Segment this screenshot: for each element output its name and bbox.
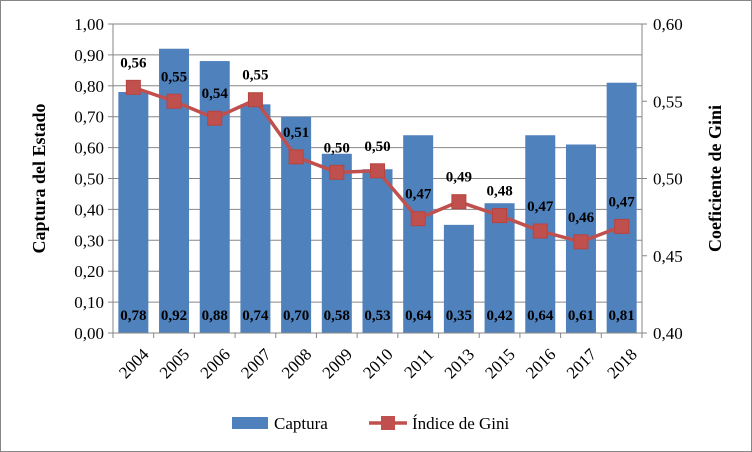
bar (321, 153, 352, 333)
gini-marker (410, 211, 426, 227)
legend: Captura Índice de Gini (232, 414, 510, 433)
legend-label-gini: Índice de Gini (412, 414, 510, 433)
x-tick-label: 2004 (115, 344, 153, 382)
y2-axis-title: Coeficiente de Gini (705, 105, 725, 252)
y-tick-label: 0,10 (74, 293, 104, 312)
gini-marker (451, 194, 467, 210)
legend-label-captura: Captura (274, 414, 328, 433)
y2-tick-label: 0,55 (653, 92, 683, 111)
gini-marker (125, 79, 141, 95)
y2-tick-label: 0,60 (653, 15, 683, 34)
bar (606, 82, 637, 334)
x-tick-label: 2018 (603, 345, 640, 382)
y-tick-label: 0,80 (74, 77, 104, 96)
x-tick-label: 2006 (196, 345, 233, 382)
bar-data-label: 0,92 (161, 308, 187, 324)
bar-data-label: 0,74 (242, 308, 269, 324)
bar (403, 135, 434, 333)
gini-data-label: 0,51 (283, 125, 309, 141)
gini-data-label: 0,50 (324, 140, 350, 156)
bar-data-label: 0,88 (202, 308, 228, 324)
gini-data-label: 0,46 (568, 210, 595, 226)
x-tick-label: 2011 (400, 345, 437, 382)
x-tick-label: 2009 (319, 345, 356, 382)
gini-marker (329, 164, 345, 180)
gini-data-label: 0,48 (486, 184, 512, 200)
gini-marker (288, 149, 304, 165)
x-tick-label: 2017 (563, 344, 601, 382)
gini-marker (573, 234, 589, 250)
gini-data-label: 0,47 (609, 194, 636, 210)
y-tick-label: 0,40 (74, 200, 104, 219)
y-tick-label: 0,00 (74, 324, 104, 343)
gini-data-label: 0,49 (446, 170, 472, 186)
legend-marker-gini (381, 416, 395, 430)
y-tick-label: 0,90 (74, 46, 104, 65)
bar (484, 203, 515, 333)
bar-data-label: 0,70 (283, 308, 309, 324)
gini-data-label: 0,55 (242, 68, 268, 84)
y-tick-label: 0,30 (74, 231, 104, 250)
bar (443, 224, 474, 333)
gini-marker (166, 93, 182, 109)
y-tick-label: 0,70 (74, 108, 104, 127)
y2-tick-label: 0,45 (653, 247, 683, 266)
bar (159, 48, 190, 333)
y-tick-label: 1,00 (74, 15, 104, 34)
x-tick-label: 2005 (156, 345, 193, 382)
bar (118, 91, 149, 333)
legend-swatch-captura (232, 417, 268, 429)
x-tick-label: 2007 (237, 344, 275, 382)
x-tick-label: 2010 (359, 345, 396, 382)
bar-data-label: 0,53 (364, 308, 390, 324)
bar-data-label: 0,64 (405, 308, 432, 324)
gini-marker (370, 163, 385, 179)
y-tick-label: 0,50 (74, 170, 104, 189)
bar-data-label: 0,42 (486, 308, 512, 324)
bar-data-label: 0,78 (120, 308, 146, 324)
gini-marker (532, 223, 548, 239)
gini-data-label: 0,47 (405, 187, 432, 203)
y-tick-label: 0,20 (74, 262, 104, 281)
x-tick-label: 2008 (278, 345, 315, 382)
gini-data-label: 0,47 (527, 199, 554, 215)
gini-marker (614, 218, 630, 234)
gini-data-label: 0,56 (120, 55, 147, 71)
y2-tick-label: 0,40 (653, 324, 683, 343)
bar (281, 116, 312, 333)
gini-data-label: 0,55 (161, 69, 187, 85)
bar-data-label: 0,64 (527, 308, 554, 324)
y-tick-label: 0,60 (74, 139, 104, 158)
x-tick-label: 2016 (522, 345, 559, 382)
gini-marker (207, 110, 223, 126)
bar-data-label: 0,81 (609, 308, 635, 324)
bar (362, 169, 393, 333)
x-tick-label: 2013 (441, 345, 478, 382)
bar-data-label: 0,35 (446, 308, 472, 324)
bar (240, 104, 271, 333)
y2-tick-label: 0,50 (653, 170, 683, 189)
x-tick-label: 2015 (481, 345, 518, 382)
gini-marker (247, 92, 263, 108)
gini-data-label: 0,50 (364, 139, 390, 155)
bar (199, 61, 230, 334)
y-axis-title: Captura del Estado (29, 103, 49, 253)
bar-data-label: 0,58 (324, 308, 350, 324)
gini-data-label: 0,54 (202, 86, 229, 102)
bar-data-label: 0,61 (568, 308, 594, 324)
gini-marker (492, 208, 508, 224)
